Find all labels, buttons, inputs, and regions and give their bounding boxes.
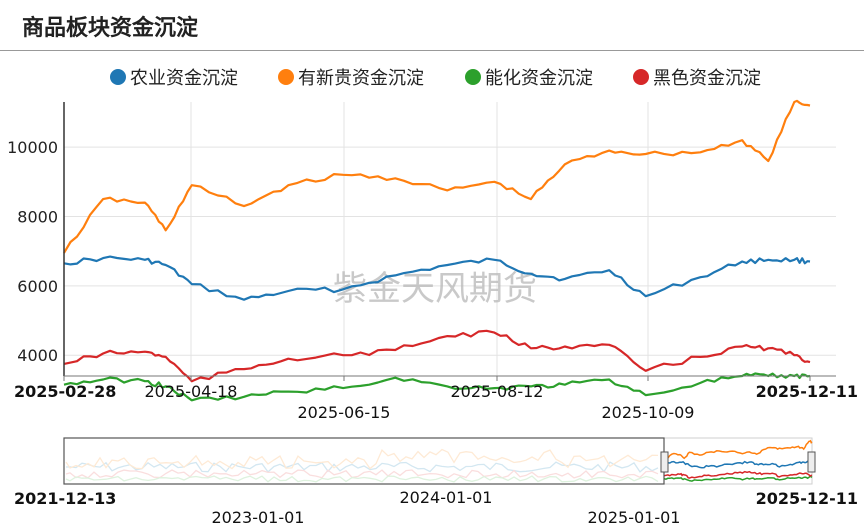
navigator-tick-label: 2023-01-01: [212, 508, 305, 527]
series-line: [63, 372, 811, 402]
navigator-series-line: [663, 439, 813, 462]
series-line: [63, 99, 811, 254]
navigator-right-handle[interactable]: [807, 451, 816, 473]
series-line: [63, 329, 811, 383]
range-navigator[interactable]: 2021-12-13 2025-12-11 2023-01-01 2024-01-…: [14, 437, 858, 527]
navigator-tick-label: 2025-01-01: [588, 508, 681, 527]
legend-label: 农业资金沉淀: [130, 68, 238, 89]
navigator-ticks: 2023-01-01 2024-01-01 2025-01-01: [212, 488, 681, 527]
legend-marker: [110, 69, 126, 85]
navigator-series-line: [663, 460, 813, 469]
legend-item-agriculture[interactable]: 农业资金沉淀: [110, 64, 238, 90]
legend-item-energy-chemicals[interactable]: 能化资金沉淀: [465, 64, 593, 90]
navigator-tick-label: 2024-01-01: [400, 488, 493, 507]
navigator-series-line: [663, 475, 813, 482]
x-tick-label: 2025-12-11: [756, 382, 858, 401]
x-tick-label: 2025-04-18: [145, 382, 238, 401]
y-tick-label: 8000: [17, 207, 58, 226]
series-lines: [63, 99, 811, 402]
navigator-left-handle[interactable]: [660, 451, 669, 473]
series-line: [63, 255, 811, 301]
x-axis-ticks: 2025-02-28 2025-04-18 2025-06-15 2025-08-12…: [14, 376, 858, 422]
chart-title: 商品板块资金沉淀: [22, 15, 199, 41]
legend-label: 有新贵资金沉淀: [298, 68, 424, 89]
x-tick-label: 2025-10-09: [602, 403, 695, 422]
navigator-series-line: [663, 470, 813, 479]
y-axis-ticks: 4000 6000 8000 10000: [7, 138, 58, 365]
watermark: 紫金天风期货: [333, 269, 537, 309]
x-tick-label: 2025-02-28: [14, 382, 116, 401]
y-tick-label: 4000: [17, 346, 58, 365]
navigator-unselected-mask: [63, 437, 665, 485]
legend-item-precious-metals[interactable]: 有新贵资金沉淀: [278, 64, 424, 90]
legend-item-ferrous[interactable]: 黑色资金沉淀: [633, 64, 761, 90]
legend-label: 能化资金沉淀: [485, 68, 593, 89]
legend-marker: [465, 69, 481, 85]
legend-label: 黑色资金沉淀: [653, 68, 761, 89]
legend-marker: [633, 69, 649, 85]
navigator-end-label: 2025-12-11: [756, 489, 858, 508]
legend: 农业资金沉淀 有新贵资金沉淀 能化资金沉淀 黑色资金沉淀: [0, 64, 864, 90]
x-tick-label: 2025-06-15: [298, 403, 391, 422]
legend-marker: [278, 69, 294, 85]
gridlines: [64, 102, 836, 376]
y-tick-label: 10000: [7, 138, 58, 157]
x-tick-label: 2025-08-12: [451, 382, 544, 401]
navigator-start-label: 2021-12-13: [14, 489, 116, 508]
y-tick-label: 6000: [17, 277, 58, 296]
title-divider: [0, 50, 864, 51]
